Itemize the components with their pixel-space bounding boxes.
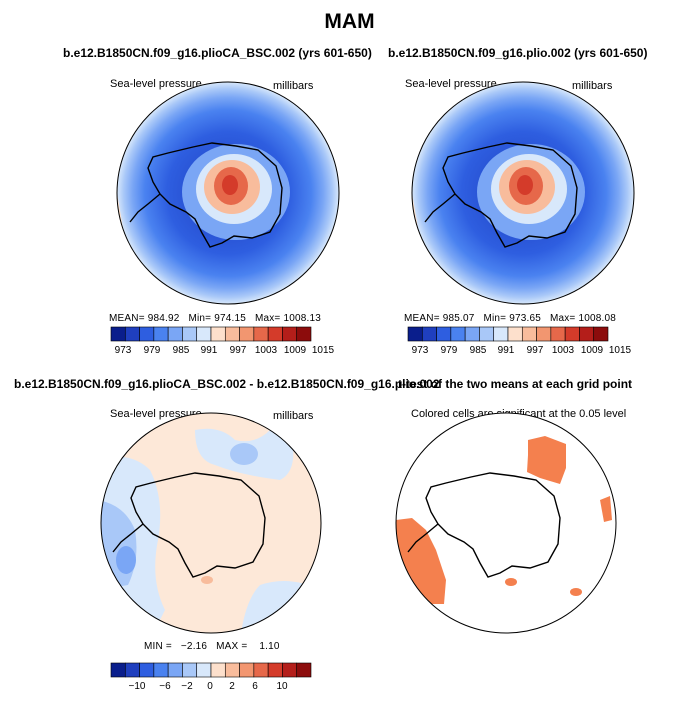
panel-3-max-value: 1.10 (259, 641, 280, 652)
colorbar-swatch (593, 326, 609, 342)
panel-2-coastline (442, 142, 578, 248)
colorbar-tick: 997 (526, 345, 544, 356)
panel-3-stats: MIN = −2.16 MAX = 1.10 (144, 641, 280, 652)
colorbar-tick: 997 (229, 345, 247, 356)
panel-2-plateau-peak (517, 175, 533, 195)
colorbar-tick: 1003 (254, 345, 278, 356)
panel-1-max-label: Max= (254, 313, 281, 324)
colorbar-tick: −10 (128, 681, 146, 692)
panel-2-min-label: Min= (483, 313, 507, 324)
panel-3-min-value: −2.16 (180, 641, 208, 652)
panel-1-stats: MEAN= 984.92 Min= 974.15 Max= 1008.13 (109, 313, 321, 324)
panel-4-peninsula (407, 523, 439, 553)
panel-1-variable-label: Sea-level pressure (110, 78, 202, 90)
colorbar-tick: 2 (229, 681, 235, 692)
panel-2-stats: MEAN= 985.07 Min= 973.65 Max= 1008.08 (404, 313, 616, 324)
colorbar-tick: 1015 (608, 345, 632, 356)
colorbar-tick: 1009 (580, 345, 604, 356)
significant-cells-south-a (505, 578, 517, 586)
panel-4-map-border (395, 412, 617, 634)
panel-1-units-label: millibars (273, 80, 314, 92)
panel-2-max-value: 1008.08 (578, 313, 617, 324)
panel-4-coastline (425, 472, 561, 578)
panel-3-units-label: millibars (273, 410, 314, 422)
panel-3-title: b.e12.B1850CN.f09_g16.plioCA_BSC.002 - b… (14, 377, 440, 391)
colorbar-tick: 10 (276, 681, 288, 692)
panel-1-mean-label: MEAN= (109, 313, 145, 324)
colorbar-swatch (296, 662, 312, 678)
panel-2-max-label: Max= (549, 313, 576, 324)
colorbar-tick: 1009 (283, 345, 307, 356)
panel-2-mean-value: 985.07 (442, 313, 475, 324)
colorbar-tick: 1003 (551, 345, 575, 356)
colorbar-tick: 985 (172, 345, 190, 356)
colorbar-tick: 973 (114, 345, 132, 356)
significant-cells-west (396, 518, 446, 604)
panel-3-min-label: MIN = (144, 641, 172, 652)
panel-2-min-value: 973.65 (509, 313, 541, 324)
colorbar-tick: 991 (497, 345, 515, 356)
colorbar-tick: −2 (181, 681, 193, 692)
panel-1-mean-value: 984.92 (147, 313, 180, 324)
panel-1-max-value: 1008.13 (283, 313, 322, 324)
colorbar-tick: 979 (440, 345, 458, 356)
colorbar-swatch (296, 326, 312, 342)
panel-2-colorbar-ticks: 973 979 985 991 997 1003 1009 1015 (408, 345, 631, 359)
colorbar-tick: 973 (411, 345, 429, 356)
panel-2-title: b.e12.B1850CN.f09_g16.plio.002 (yrs 601-… (388, 46, 648, 60)
panel-2-peninsula (424, 193, 456, 223)
panel-3-colorbar-ticks: −10 −6 −2 0 2 6 10 (111, 681, 311, 695)
panel-1-plateau-peak (222, 175, 238, 195)
panel-2-variable-label: Sea-level pressure (405, 78, 497, 90)
panel-1-map-border (116, 81, 340, 305)
panel-4-title: t-test of the two means at each grid poi… (398, 377, 633, 391)
significant-cells-east-edge (600, 496, 612, 522)
panel-3-negative-west-core (116, 546, 136, 574)
significant-cells-northeast (527, 436, 566, 484)
panel-3-max-label: MAX = (216, 641, 248, 652)
panel-2-colorbar (407, 326, 609, 342)
significant-cells-south-b (570, 588, 582, 596)
panel-1-colorbar (110, 326, 312, 342)
panel-1-min-value: 974.15 (214, 313, 246, 324)
colorbar-tick: 0 (207, 681, 213, 692)
page-title: MAM (324, 10, 375, 33)
panel-3-negative-north-core (230, 443, 258, 465)
panel-3-map-border (100, 412, 322, 634)
panel-2-mean-label: MEAN= (404, 313, 440, 324)
colorbar-tick: 1015 (311, 345, 335, 356)
panel-1-title: b.e12.B1850CN.f09_g16.plioCA_BSC.002 (yr… (63, 46, 372, 60)
panel-1-peninsula (129, 193, 161, 223)
panel-3-peninsula (112, 523, 144, 553)
colorbar-tick: 979 (143, 345, 161, 356)
panel-2-map-border (411, 81, 635, 305)
panel-3-positive-spot (201, 576, 213, 584)
colorbar-tick: 985 (469, 345, 487, 356)
colorbar-tick: 6 (252, 681, 258, 692)
panel-1-coastline (147, 142, 283, 248)
panel-1-colorbar-ticks: 973 979 985 991 997 1003 1009 1015 (111, 345, 334, 359)
panel-2-units-label: millibars (572, 80, 613, 92)
panel-3-coastline (130, 472, 266, 578)
panel-3-variable-label: Sea-level pressure (110, 408, 202, 420)
panel-3-colorbar (110, 662, 312, 678)
colorbar-tick: −6 (159, 681, 171, 692)
panel-1-min-label: Min= (188, 313, 212, 324)
colorbar-tick: 991 (200, 345, 218, 356)
